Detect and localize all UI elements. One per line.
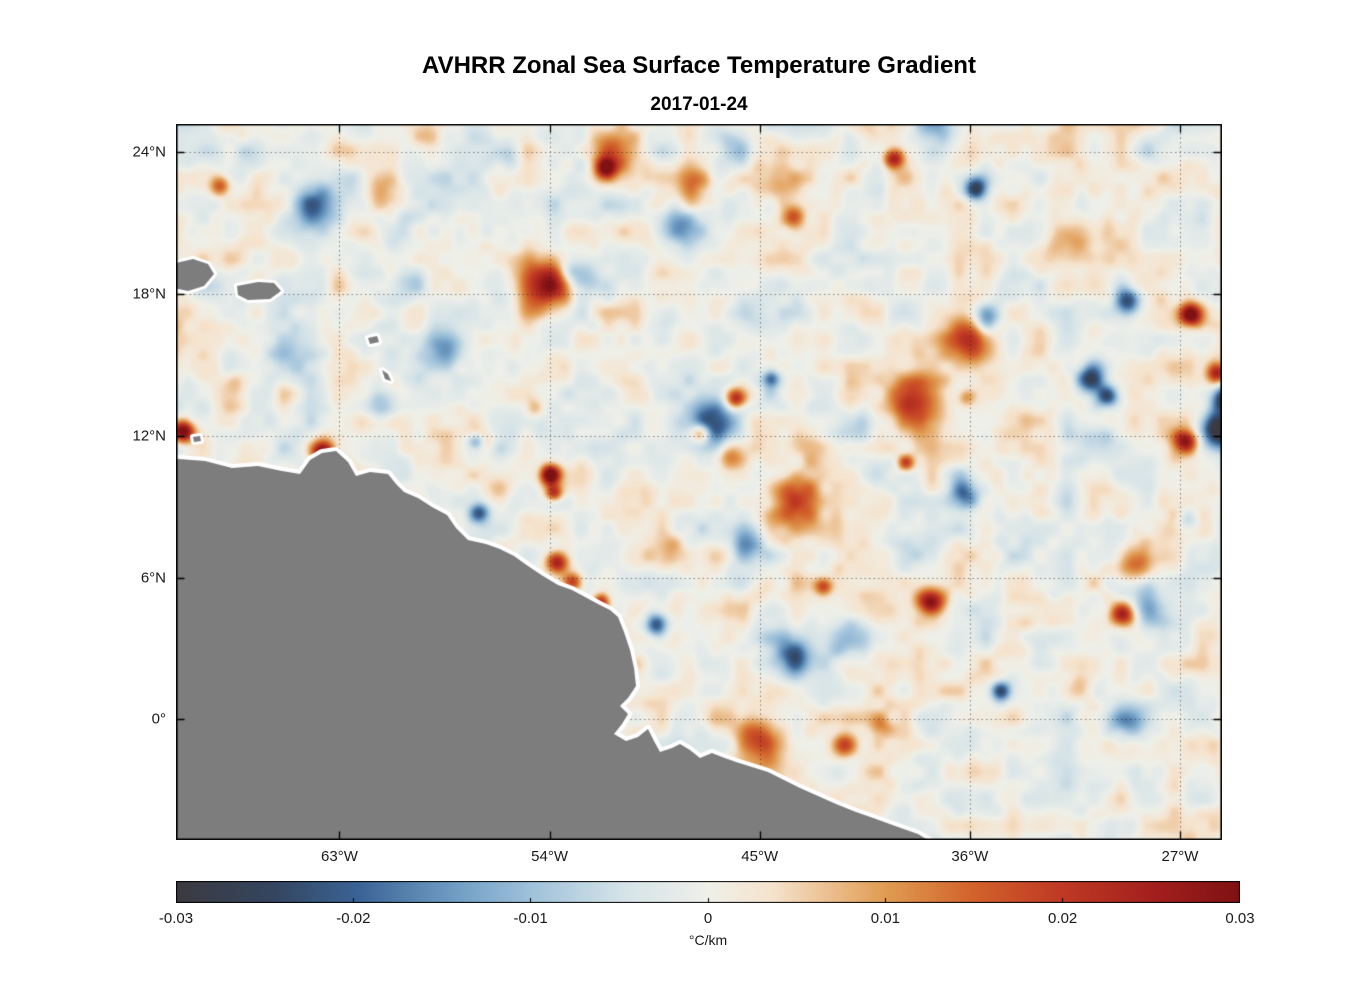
y-tick-label: 6°N: [140, 569, 166, 587]
colorbar-tick-label: 0.01: [870, 910, 900, 927]
map-plot-canvas: [176, 124, 1222, 840]
colorbar-unit-label: °C/km: [688, 932, 728, 948]
colorbar-tick-label: -0.01: [513, 910, 548, 927]
figure-title: AVHRR Zonal Sea Surface Temperature Grad…: [422, 52, 976, 79]
x-tick-label: 27°W: [1161, 848, 1199, 865]
colorbar-tick-label: 0: [703, 910, 713, 927]
x-tick-label: 54°W: [531, 848, 568, 865]
x-tick-label: 63°W: [321, 848, 358, 865]
y-tick-label: 18°N: [132, 285, 166, 303]
colorbar-tick-label: -0.03: [158, 910, 194, 927]
x-tick-label: 45°W: [741, 848, 779, 865]
figure-date-subtitle: 2017-01-24: [650, 94, 748, 115]
y-tick-label: 12°N: [132, 427, 166, 445]
colorbar-tick-label: 0.02: [1048, 910, 1078, 927]
colorbar-tick-label: -0.02: [336, 910, 371, 927]
y-tick-label: 24°N: [132, 143, 166, 161]
x-tick-label: 36°W: [951, 848, 989, 865]
colorbar-canvas: [176, 881, 1240, 903]
y-tick-label: 0°: [151, 710, 166, 728]
colorbar-tick-label: 0.03: [1225, 910, 1255, 927]
